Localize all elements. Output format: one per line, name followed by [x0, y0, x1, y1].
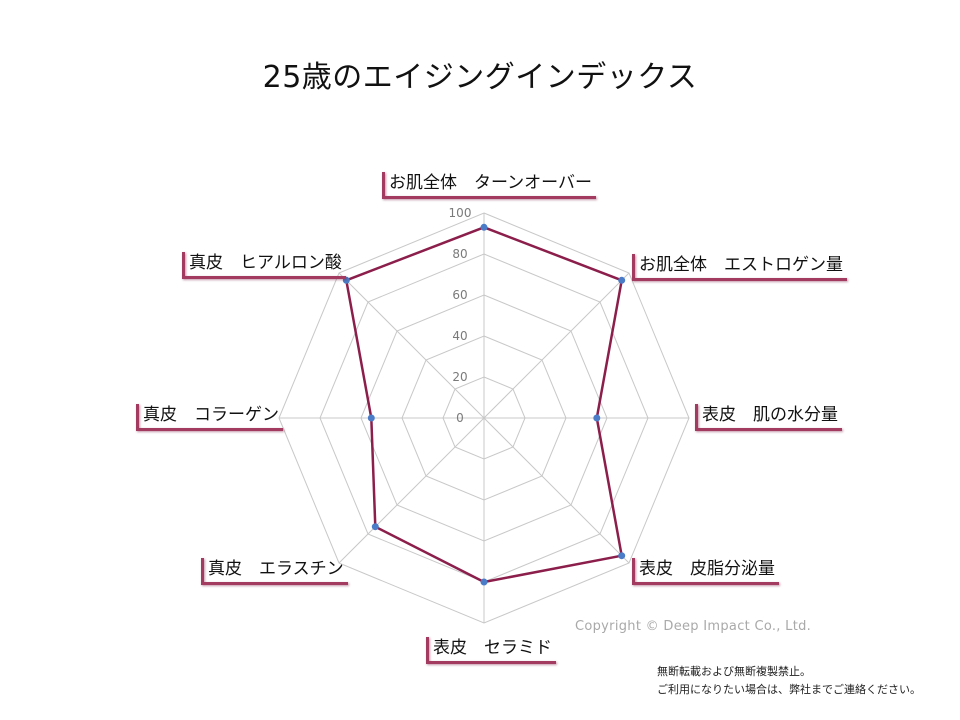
tick-label-0: 0: [456, 411, 464, 425]
category-label-hyaluronic-acid: 真皮 ヒアルロン酸: [182, 252, 346, 279]
tick-label-100: 100: [449, 206, 472, 220]
category-label-ceramide: 表皮 セラミド: [426, 637, 556, 664]
data-point-6: [367, 414, 375, 422]
tick-label-40: 40: [452, 329, 467, 343]
grid-spoke-7: [338, 272, 485, 419]
tick-label-80: 80: [452, 247, 467, 261]
category-label-sebum: 表皮 皮脂分泌量: [632, 558, 779, 585]
grid-spoke-3: [483, 417, 630, 564]
data-point-5: [371, 523, 379, 531]
notice-line-2: ご利用になりたい場合は、弊社までご連絡ください。: [657, 683, 921, 696]
grid-spoke-1: [483, 272, 630, 419]
notice-line-1: 無断転載および無断複製禁止。: [657, 665, 811, 678]
chart-title: 25歳のエイジングインデックス: [262, 60, 698, 95]
data-point-1: [618, 276, 626, 284]
data-point-2: [593, 414, 601, 422]
data-point-3: [618, 552, 626, 560]
data-point-4: [480, 578, 488, 586]
tick-label-20: 20: [452, 370, 467, 384]
category-label-estrogen: お肌全体 エストロゲン量: [632, 254, 847, 281]
data-point-0: [480, 223, 488, 231]
tick-label-60: 60: [452, 288, 467, 302]
category-label-collagen: 真皮 コラーゲン: [136, 404, 283, 431]
category-label-turnover: お肌全体 ターンオーバー: [382, 172, 596, 199]
grid-spoke-5: [338, 417, 485, 564]
category-label-moisture: 表皮 肌の水分量: [695, 404, 842, 431]
copyright-text: Copyright © Deep Impact Co., Ltd.: [575, 619, 812, 634]
category-label-elastin: 真皮 エラスチン: [201, 558, 348, 585]
